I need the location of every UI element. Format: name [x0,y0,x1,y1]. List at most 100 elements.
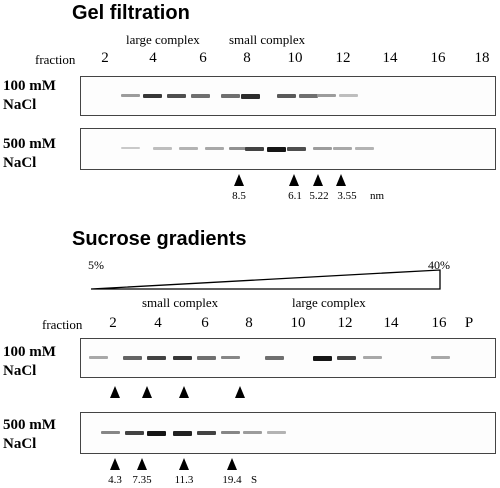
gel-fraction-16: 16 [430,50,446,66]
gradient-high-label: 40% [428,258,450,272]
sucrose-upper-arrow-3 [179,386,189,398]
gel-fraction-6: 6 [199,50,207,66]
gel-marker-unit: nm [369,190,385,202]
gel-fraction-14: 14 [382,50,398,66]
gel-lane1-band [191,94,210,98]
sucrose-fraction-2: 2 [109,315,117,331]
gel-lane2-band [313,147,332,150]
gel-lane2-blot [80,128,496,170]
gel-small-complex-header: small complex [229,32,306,47]
sucrose-fraction-8: 8 [245,315,253,331]
sucrose-lane1-band [431,356,450,359]
gel-marker-arrow-3 [313,174,323,186]
sucrose-marker-arrow-2 [137,458,147,470]
sucrose-lane2-band [125,431,144,435]
gel-lane1-band [167,94,186,98]
sucrose-lane2-concentration: 500 mM [3,417,56,433]
sucrose-small-complex-header: small complex [142,295,219,310]
gel-fraction-2: 2 [101,50,109,66]
gel-fraction-8: 8 [243,50,251,66]
gel-lane2-salt: NaCl [3,155,37,171]
gel-marker-label-4: 3.55 [337,190,357,202]
sucrose-fraction-label: fraction [42,317,83,332]
gel-lane1-band [277,94,296,98]
sucrose-marker-label-2: 7.35 [132,474,152,486]
gel-fraction-label: fraction [35,52,76,67]
gel-fraction-18: 18 [474,50,490,66]
sucrose-marker-unit: S [250,474,258,486]
gel-lane2-band [121,147,140,149]
gel-lane2-condition: 500 mM NaCl [3,135,56,173]
sucrose-lane1-salt: NaCl [3,363,37,379]
sucrose-lane1-band [197,356,216,360]
gel-lane1-band [299,94,318,98]
gel-lane2-band [179,147,198,150]
sucrose-marker-label-3: 11.3 [174,474,194,486]
gel-lane1-band [339,94,358,97]
sucrose-upper-arrow-2 [142,386,152,398]
gel-lane2-band [267,147,286,152]
sucrose-lane2-band [197,431,216,435]
sucrose-fraction-6: 6 [201,315,209,331]
gel-marker-label-2: 6.1 [288,190,302,202]
gel-marker-arrow-1 [234,174,244,186]
sucrose-lane2-band [243,431,262,434]
sucrose-lane1-condition: 100 mM NaCl [3,343,56,381]
sucrose-lane1-band [89,356,108,359]
sucrose-lane2-band [147,431,166,436]
sucrose-lane2-blot [80,412,496,454]
sucrose-lane2-salt: NaCl [3,436,37,452]
sucrose-marker-arrow-3 [179,458,189,470]
gradient-wedge [90,269,441,290]
gel-lane2-concentration: 500 mM [3,136,56,152]
sucrose-lane1-concentration: 100 mM [3,344,56,360]
gel-lane2-band [153,147,172,150]
gel-lane1-band [143,94,162,98]
gel-marker-arrow-4 [336,174,346,186]
sucrose-large-complex-header: large complex [292,295,366,310]
gel-marker-arrow-2 [289,174,299,186]
sucrose-upper-arrow-1 [110,386,120,398]
sucrose-lane1-band [173,356,192,360]
gel-lane1-band [121,94,140,97]
sucrose-fraction-12: 12 [337,315,353,331]
sucrose-marker-label-4: 19.4 [222,474,242,486]
gel-marker-label-3: 5.22 [309,190,329,202]
gel-lane2-band [229,147,248,150]
sucrose-fraction-14: 14 [383,315,399,331]
sucrose-upper-arrow-4 [235,386,245,398]
gel-lane2-band [245,147,264,151]
gel-lane2-band [205,147,224,150]
sucrose-lane2-band [221,431,240,434]
sucrose-lane2-condition: 500 mM NaCl [3,416,56,454]
gel-fraction-4: 4 [149,50,157,66]
sucrose-lane2-band [101,431,120,434]
sucrose-lane1-band [337,356,356,360]
gel-lane2-band [355,147,374,150]
sucrose-lane1-band [123,356,142,360]
gel-filtration-title: Gel filtration [72,2,190,24]
gel-lane2-band [287,147,306,151]
gel-lane1-condition: 100 mM NaCl [3,77,56,115]
sucrose-fraction-10: 10 [290,315,306,331]
gel-marker-label-1: 8.5 [232,190,246,202]
sucrose-gradients-title: Sucrose gradients [72,228,247,250]
sucrose-lane2-band [267,431,286,434]
sucrose-marker-label-1: 4.3 [108,474,122,486]
gel-lane1-band [241,94,260,99]
sucrose-marker-arrow-1 [110,458,120,470]
sucrose-lane1-band [221,356,240,359]
gel-lane1-concentration: 100 mM [3,78,56,94]
gel-large-complex-header: large complex [126,32,200,47]
gel-lane1-band [317,94,336,97]
sucrose-fraction-pellet: P [464,315,474,331]
sucrose-lane1-band [147,356,166,360]
sucrose-lane2-band [173,431,192,436]
gel-lane2-band [333,147,352,150]
gel-fraction-10: 10 [287,50,303,66]
sucrose-fraction-16: 16 [431,315,447,331]
gel-lane1-blot [80,76,496,116]
sucrose-fraction-4: 4 [154,315,162,331]
sucrose-lane1-band [363,356,382,359]
sucrose-lane1-blot [80,338,496,378]
